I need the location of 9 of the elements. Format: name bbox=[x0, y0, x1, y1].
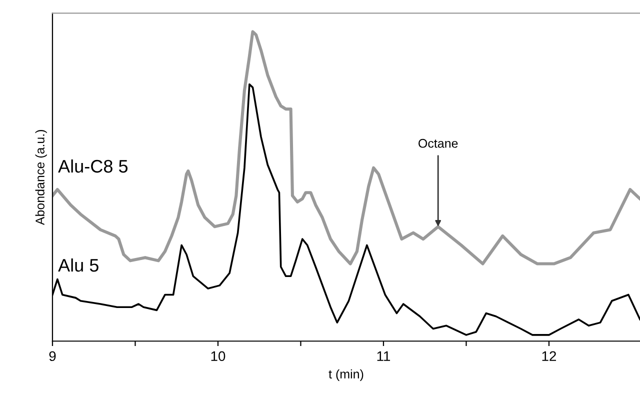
y-axis-title: Abondance (a.u.) bbox=[35, 130, 47, 226]
series-label: Alu 5 bbox=[58, 258, 98, 272]
x-axis-title: t (min) bbox=[328, 369, 364, 381]
annotation: Octane bbox=[418, 138, 458, 148]
x-tick-label: 11 bbox=[377, 351, 390, 361]
series-label: Alu-C8 5 bbox=[58, 159, 128, 173]
x-tick-label: 9 bbox=[49, 351, 56, 362]
x-tick-label: 12 bbox=[542, 351, 556, 361]
x-tick-label: 10 bbox=[211, 351, 226, 362]
